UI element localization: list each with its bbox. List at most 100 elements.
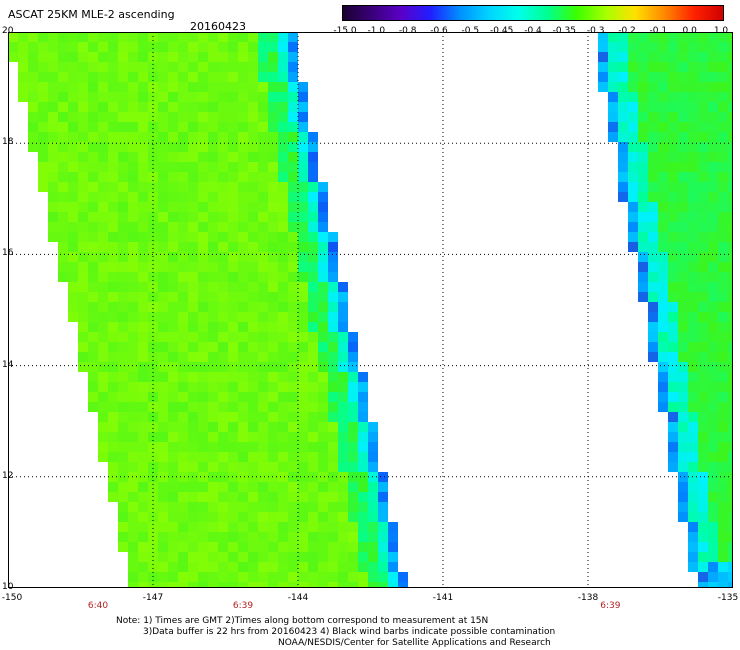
swath-cell: [318, 282, 328, 292]
swath-cell: [158, 112, 168, 122]
swath-cell: [268, 542, 278, 552]
swath-cell: [308, 282, 318, 292]
swath-cell: [108, 432, 118, 442]
latitude-label: 20: [2, 26, 14, 36]
swath-cell: [308, 322, 318, 332]
swath-cell: [328, 282, 338, 292]
swath-cell: [128, 72, 138, 82]
swath-cell: [88, 122, 98, 132]
swath-cell: [708, 162, 718, 172]
swath-cell: [178, 92, 188, 102]
swath-cell: [698, 382, 708, 392]
swath-cell: [718, 572, 728, 582]
swath-cell: [188, 222, 198, 232]
swath-cell: [98, 272, 108, 282]
swath-cell: [208, 212, 218, 222]
swath-cell: [238, 112, 248, 122]
swath-cell: [698, 562, 708, 572]
swath-cell: [658, 72, 668, 82]
swath-cell: [648, 162, 658, 172]
swath-cell: [288, 292, 298, 302]
swath-cell: [228, 32, 238, 42]
swath-cell: [718, 182, 728, 192]
swath-cell: [298, 232, 308, 242]
swath-cell: [208, 312, 218, 322]
swath-cell: [688, 92, 698, 102]
swath-cell: [348, 332, 358, 342]
swath-cell: [668, 132, 678, 142]
swath-cell: [128, 542, 138, 552]
swath-cell: [88, 42, 98, 52]
swath-cell: [678, 122, 688, 132]
swath-cell: [178, 232, 188, 242]
swath-cell: [138, 352, 148, 362]
swath-cell: [198, 112, 208, 122]
swath-cell: [278, 502, 288, 512]
swath-cell: [78, 282, 88, 292]
swath-cell: [158, 402, 168, 412]
swath-cell: [688, 402, 698, 412]
swath-cell: [718, 252, 728, 262]
swath-cell: [628, 222, 638, 232]
swath-cell: [118, 532, 128, 542]
swath-cell: [608, 52, 618, 62]
swath-cell: [228, 262, 238, 272]
swath-cell: [178, 132, 188, 142]
swath-cell: [338, 572, 348, 582]
swath-cell: [178, 522, 188, 532]
swath-cell: [698, 182, 708, 192]
swath-cell: [68, 132, 78, 142]
swath-cell: [28, 142, 38, 152]
swath-cell: [258, 152, 268, 162]
swath-cell: [328, 462, 338, 472]
swath-cell: [248, 242, 258, 252]
swath-cell: [338, 432, 348, 442]
swath-cell: [238, 42, 248, 52]
swath-cell: [658, 222, 668, 232]
swath-cell: [248, 322, 258, 332]
swath-cell: [108, 132, 118, 142]
swath-cell: [688, 212, 698, 222]
swath-cell: [248, 392, 258, 402]
swath-cell: [258, 562, 268, 572]
swath-cell: [188, 452, 198, 462]
swath-cell: [308, 582, 318, 588]
swath-cell: [638, 232, 648, 242]
swath-cell: [138, 322, 148, 332]
swath-cell: [248, 212, 258, 222]
swath-cell: [368, 512, 378, 522]
swath-cell: [258, 182, 268, 192]
swath-cell: [648, 282, 658, 292]
swath-cell: [318, 302, 328, 312]
swath-cell: [388, 562, 398, 572]
swath-cell: [648, 202, 658, 212]
swath-cell: [288, 352, 298, 362]
swath-cell: [708, 352, 718, 362]
swath-cell: [258, 82, 268, 92]
swath-cell: [678, 422, 688, 432]
swath-cell: [278, 202, 288, 212]
swath-cell: [608, 42, 618, 52]
swath-cell: [718, 312, 728, 322]
swath-cell: [228, 142, 238, 152]
swath-cell: [728, 432, 733, 442]
swath-cell: [318, 522, 328, 532]
swath-cell: [258, 482, 268, 492]
swath-cell: [88, 102, 98, 112]
swath-cell: [118, 422, 128, 432]
swath-cell: [658, 262, 668, 272]
swath-cell: [668, 222, 678, 232]
swath-cell: [648, 92, 658, 102]
swath-cell: [278, 222, 288, 232]
swath-cell: [678, 92, 688, 102]
swath-cell: [88, 252, 98, 262]
swath-cell: [248, 112, 258, 122]
swath-cell: [278, 282, 288, 292]
swath-cell: [378, 522, 388, 532]
swath-cell: [628, 192, 638, 202]
swath-cell: [88, 202, 98, 212]
swath-cell: [318, 292, 328, 302]
swath-cell: [318, 462, 328, 472]
swath-cell: [368, 522, 378, 532]
swath-cell: [88, 222, 98, 232]
